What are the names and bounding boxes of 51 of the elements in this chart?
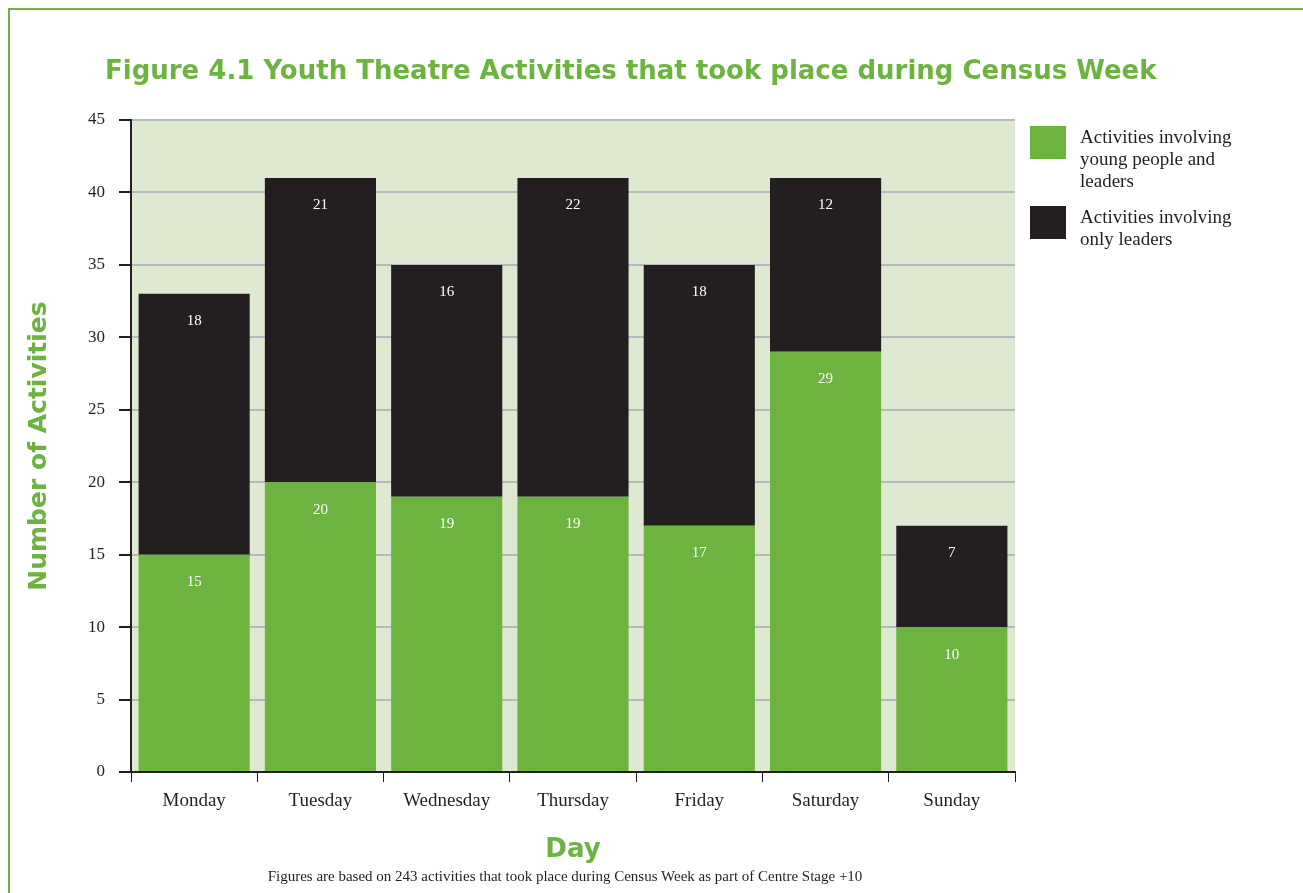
y-tick-label: 30 xyxy=(88,326,105,346)
data-label: 7 xyxy=(948,544,957,561)
data-label: 18 xyxy=(691,283,707,300)
legend-label: Activities involving young people and leaders xyxy=(1080,126,1233,192)
x-tick-label: Wednesday xyxy=(403,789,491,811)
y-tick-label: 25 xyxy=(88,399,105,419)
bar xyxy=(896,627,1008,771)
bar xyxy=(264,482,376,771)
data-label: 20 xyxy=(312,500,328,517)
data-label: 19 xyxy=(439,515,455,532)
y-axis-title: Number of Activities xyxy=(22,301,52,591)
data-label: 15 xyxy=(186,573,202,590)
x-tick-label: Sunday xyxy=(923,789,981,811)
data-label: 17 xyxy=(691,544,708,561)
bar xyxy=(643,264,755,526)
x-tick-label: Thursday xyxy=(537,789,610,811)
bar xyxy=(643,525,755,771)
text: Figures are based on 243 activities that took place during Census Week as part of Centre Stage +10 xyxy=(266,868,864,885)
bar xyxy=(517,496,629,771)
bar xyxy=(517,177,629,497)
y-tick-label: 40 xyxy=(88,181,105,201)
y-tick-label: 35 xyxy=(88,254,105,274)
bar xyxy=(896,525,1008,628)
bar xyxy=(770,177,882,352)
y-tick-label: 20 xyxy=(88,471,105,491)
data-label: 16 xyxy=(439,283,455,300)
x-tick-label: Tuesday xyxy=(288,789,353,811)
y-tick-label: 45 xyxy=(88,109,105,129)
chart-title: Figure 4.1 Youth Theatre Activities that took place during Census Week xyxy=(105,55,1157,85)
data-label: 21 xyxy=(312,196,328,213)
data-label: 19 xyxy=(565,515,581,532)
data-label: 22 xyxy=(565,196,581,213)
data-label: 10 xyxy=(944,645,960,662)
y-tick-label: 15 xyxy=(88,544,105,564)
x-axis-title: Day xyxy=(545,833,601,864)
bar xyxy=(391,496,503,771)
x-tick-label: Friday xyxy=(674,789,725,811)
x-tick-label: Saturday xyxy=(791,789,860,811)
bar xyxy=(138,293,250,555)
data-label: 12 xyxy=(818,196,834,213)
x-tick-label: Monday xyxy=(162,789,227,811)
bar xyxy=(264,177,376,483)
y-tick-label: 5 xyxy=(96,689,105,709)
legend-label: Activities involving only leaders xyxy=(1080,206,1233,250)
bar xyxy=(391,264,503,497)
y-tick-label: 10 xyxy=(88,616,105,636)
data-label: 18 xyxy=(186,312,202,329)
data-label: 29 xyxy=(818,370,834,387)
bar xyxy=(770,351,882,771)
bar xyxy=(138,554,250,771)
y-tick-label: 0 xyxy=(96,761,105,781)
